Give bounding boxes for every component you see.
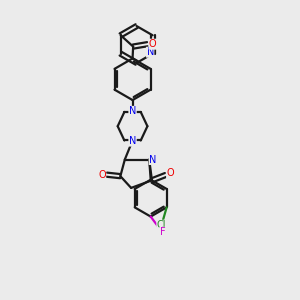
Text: N: N bbox=[149, 154, 157, 164]
Text: F: F bbox=[160, 227, 165, 237]
Text: N: N bbox=[129, 106, 136, 116]
Text: N: N bbox=[129, 136, 136, 146]
Text: O: O bbox=[167, 169, 174, 178]
Text: O: O bbox=[98, 170, 106, 180]
Text: N: N bbox=[146, 47, 154, 57]
Text: Cl: Cl bbox=[157, 220, 166, 230]
Text: O: O bbox=[149, 39, 157, 49]
